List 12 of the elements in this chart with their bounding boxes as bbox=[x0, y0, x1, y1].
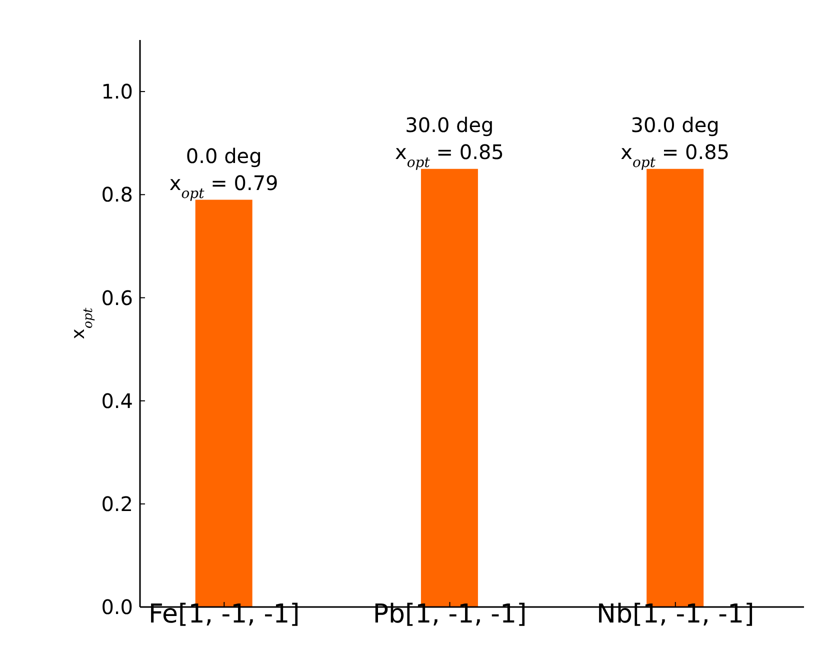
x-tick-label: Pb[1, -1, -1] bbox=[372, 599, 527, 630]
y-tick-label: 0.6 bbox=[101, 286, 133, 310]
y-tick-label: 0.2 bbox=[101, 492, 133, 516]
x-tick-label: Fe[1, -1, -1] bbox=[148, 599, 300, 630]
x-tick-label: Nb[1, -1, -1] bbox=[596, 599, 754, 630]
y-tick-label: 0.8 bbox=[101, 182, 133, 207]
data-label: 30.0 deg x$_{opt}$ = 0.85 bbox=[620, 112, 730, 171]
data-label: 30.0 deg x$_{opt}$ = 0.85 bbox=[395, 112, 504, 171]
y-tick-label: 1.0 bbox=[101, 80, 133, 104]
data-label: 0.0 deg x$_{opt}$ = 0.79 bbox=[169, 144, 278, 202]
y-tick-label: 0.4 bbox=[101, 388, 133, 413]
y-tick-label: 0.0 bbox=[101, 595, 133, 620]
